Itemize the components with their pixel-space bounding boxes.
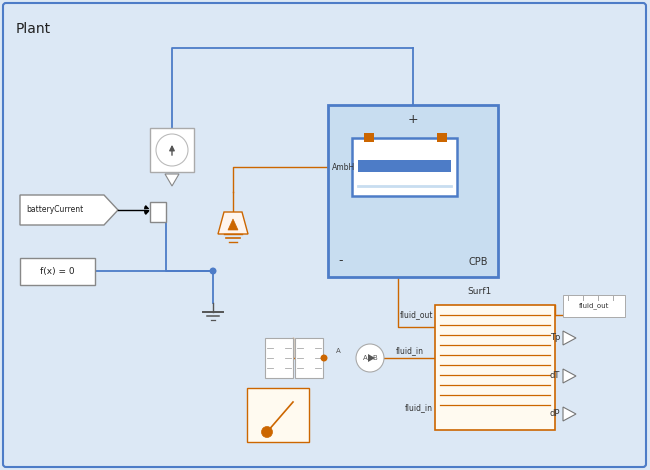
Text: AmbH: AmbH xyxy=(332,163,356,172)
Text: fluid_in: fluid_in xyxy=(405,404,433,413)
FancyBboxPatch shape xyxy=(358,160,451,172)
Text: fluid_out: fluid_out xyxy=(400,311,433,320)
FancyBboxPatch shape xyxy=(352,138,457,196)
Polygon shape xyxy=(165,174,179,186)
FancyBboxPatch shape xyxy=(150,202,166,222)
Text: B: B xyxy=(372,355,378,361)
Text: batteryCurrent: batteryCurrent xyxy=(26,205,83,214)
Text: Plant: Plant xyxy=(16,22,51,36)
Polygon shape xyxy=(563,331,576,345)
Polygon shape xyxy=(218,212,248,234)
Circle shape xyxy=(356,344,384,372)
Text: -: - xyxy=(338,254,343,267)
Text: dT: dT xyxy=(550,371,560,381)
Text: dP: dP xyxy=(549,409,560,418)
FancyBboxPatch shape xyxy=(435,305,555,430)
Text: +: + xyxy=(408,113,419,126)
Polygon shape xyxy=(20,195,118,225)
Text: Surf1: Surf1 xyxy=(468,287,492,296)
Text: A: A xyxy=(363,355,367,361)
FancyBboxPatch shape xyxy=(437,133,447,142)
Circle shape xyxy=(209,267,216,274)
Circle shape xyxy=(261,426,272,438)
Text: Tp: Tp xyxy=(550,334,560,343)
FancyBboxPatch shape xyxy=(328,105,498,277)
Text: fluid_in: fluid_in xyxy=(396,346,424,355)
FancyBboxPatch shape xyxy=(563,295,625,317)
FancyBboxPatch shape xyxy=(3,3,646,467)
FancyBboxPatch shape xyxy=(150,128,194,172)
Polygon shape xyxy=(368,354,375,362)
Circle shape xyxy=(320,354,328,361)
Text: fluid_out: fluid_out xyxy=(578,303,609,309)
Text: f(x) = 0: f(x) = 0 xyxy=(40,267,75,276)
FancyBboxPatch shape xyxy=(364,133,374,142)
FancyBboxPatch shape xyxy=(295,338,323,378)
Polygon shape xyxy=(563,407,576,421)
Text: A: A xyxy=(335,348,341,354)
FancyBboxPatch shape xyxy=(265,338,293,378)
FancyBboxPatch shape xyxy=(20,258,95,285)
FancyBboxPatch shape xyxy=(247,388,309,442)
Text: CPB: CPB xyxy=(469,257,488,267)
Polygon shape xyxy=(563,369,576,383)
Polygon shape xyxy=(228,219,238,230)
